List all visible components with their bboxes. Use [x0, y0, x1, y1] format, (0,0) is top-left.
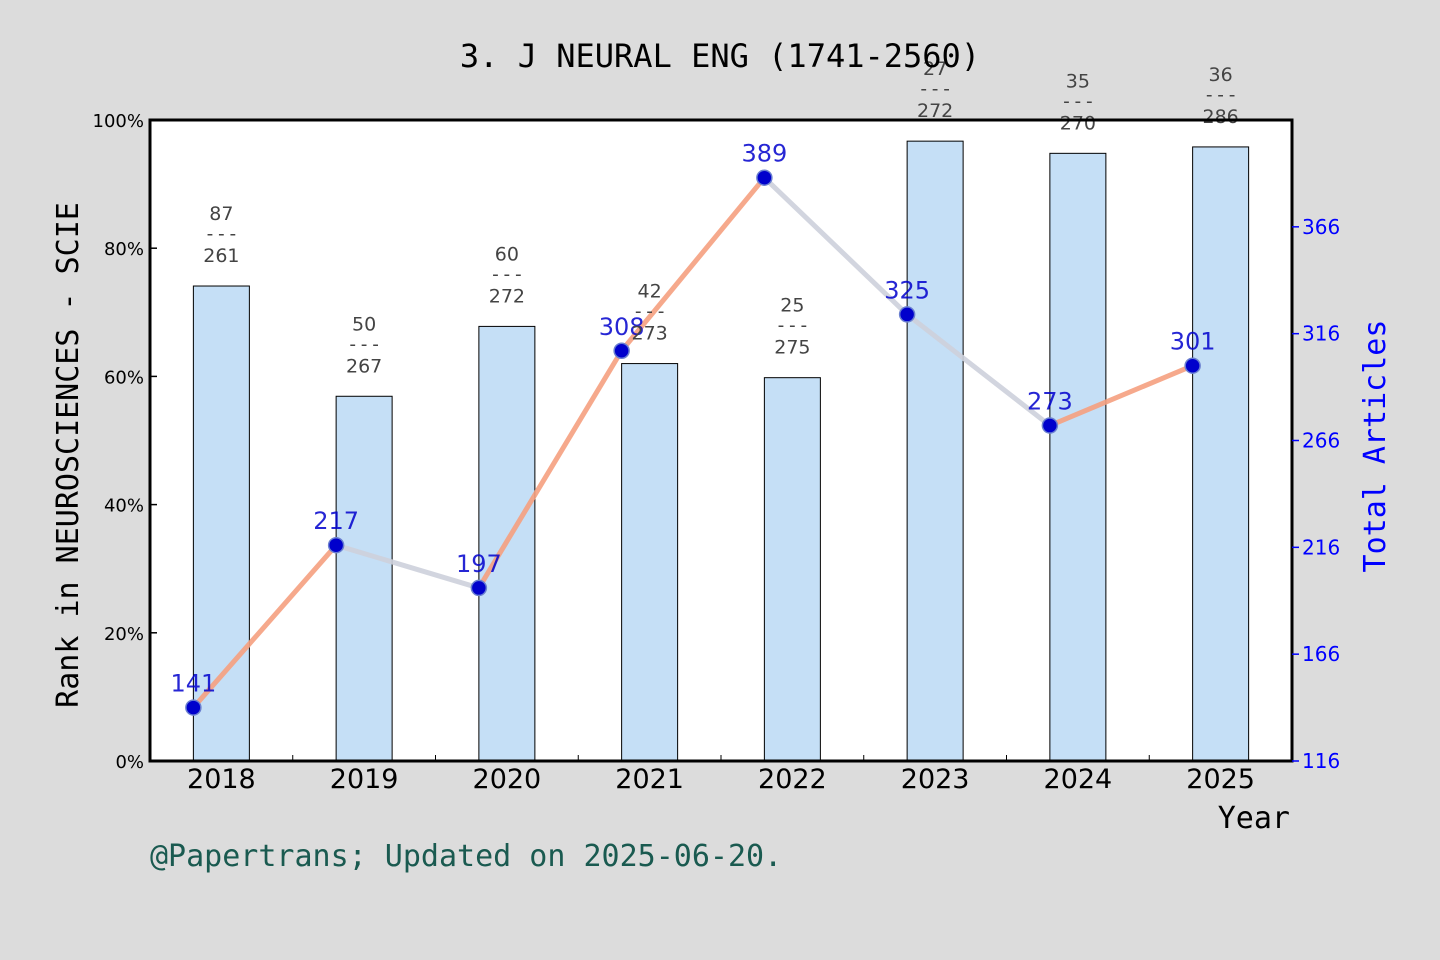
rank-divider-2024: ---	[1061, 90, 1095, 112]
line-value-label-2019: 217	[313, 507, 359, 535]
rank-divider-2023: ---	[918, 78, 952, 100]
line-point-2023	[898, 306, 916, 323]
line-segment-2023-2024	[904, 311, 1053, 429]
bars-layer	[192, 140, 1250, 762]
line-point-2020	[470, 579, 488, 597]
line-segment-2022-2023	[761, 175, 910, 317]
total-label-2021: 273	[631, 323, 667, 345]
footer-note: @Papertrans; Updated on 2025-06-20.	[150, 839, 782, 874]
rank-label-2022: 25	[780, 295, 804, 317]
rank-divider-2022: ---	[775, 315, 809, 337]
x-tick-label-2022: 2022	[758, 764, 827, 795]
y-tick-label-5: 100%	[93, 111, 144, 132]
x-tick-label-2021: 2021	[615, 764, 684, 795]
rank-label-2018: 87	[209, 203, 233, 225]
y2-tick-label-0: 116	[1302, 749, 1340, 773]
plot-area	[150, 120, 1292, 761]
line-segment-2024-2025	[1047, 363, 1196, 429]
x-tick-label-2024: 2024	[1044, 764, 1113, 795]
y2-tick-label-2: 216	[1302, 535, 1340, 559]
line-point-2018	[185, 699, 202, 716]
x-tick-label-2023: 2023	[901, 764, 970, 795]
line-point-2022	[756, 169, 773, 186]
rank-divider-2020: ---	[490, 263, 524, 285]
bar-2024	[1049, 152, 1107, 762]
line-value-label-2020: 197	[456, 550, 502, 578]
line-segment-2018-2019	[190, 542, 339, 711]
line-layer	[185, 169, 1201, 716]
y-tick-label-2: 40%	[104, 496, 144, 517]
total-label-2024: 270	[1060, 112, 1096, 134]
y-tick-label-0: 0%	[115, 752, 144, 773]
x-tick-label-2019: 2019	[330, 764, 399, 795]
rank-label-2021: 42	[638, 281, 662, 303]
total-label-2020: 272	[489, 285, 525, 307]
line-point-2021	[613, 342, 630, 360]
rank-divider-2025: ---	[1203, 84, 1237, 106]
line-value-label-2022: 389	[741, 140, 787, 168]
line-value-label-2023: 325	[884, 276, 930, 304]
total-label-2022: 275	[774, 337, 810, 359]
line-segment-2019-2020	[333, 542, 482, 591]
total-label-2025: 286	[1202, 106, 1238, 128]
x-tick-label-2018: 2018	[187, 764, 256, 795]
rank-divider-2019: ---	[347, 333, 381, 355]
y2-tick-label-1: 166	[1302, 642, 1340, 666]
total-label-2023: 272	[917, 100, 953, 122]
y-axis-label: Rank in NEUROSCIENCES - SCIE	[51, 202, 86, 708]
total-label-2018: 261	[203, 245, 239, 267]
line-segment-2021-2022	[619, 175, 767, 354]
rank-label-2019: 50	[352, 313, 376, 335]
line-point-2024	[1041, 417, 1059, 434]
rank-divider-2018: ---	[204, 223, 238, 245]
bar-2018	[192, 285, 250, 762]
line-point-2025	[1184, 357, 1201, 374]
rank-label-2024: 35	[1066, 70, 1090, 92]
line-value-label-2024: 273	[1027, 388, 1073, 416]
rank-divider-2021: ---	[632, 301, 666, 323]
y2-tick-label-3: 266	[1302, 429, 1340, 453]
total-label-2019: 267	[346, 355, 382, 377]
y-tick-label-4: 80%	[104, 239, 144, 260]
x-axis-label: Year	[1218, 801, 1290, 836]
x-tick-label-2025: 2025	[1186, 764, 1255, 795]
chart-title: 3. J NEURAL ENG (1741-2560)	[460, 37, 980, 75]
bar-2021	[621, 363, 679, 762]
x-tick-label-2020: 2020	[473, 764, 542, 795]
labels-layer: 14121719730838932527330187---26150---267…	[170, 58, 1238, 697]
y2-tick-label-4: 316	[1302, 322, 1340, 346]
bar-2022	[763, 377, 821, 762]
bar-2023	[906, 140, 964, 762]
rank-label-2020: 60	[495, 243, 519, 265]
rank-label-2025: 36	[1209, 64, 1233, 86]
axes-layer: 0% 20% 40% 60% 80% 100% 116 166 216 266 316 366 2018…	[93, 111, 1341, 795]
line-value-label-2021: 308	[599, 313, 645, 341]
line-value-label-2025: 301	[1170, 328, 1216, 356]
rank-label-2023: 27	[923, 58, 947, 80]
line-value-label-2018: 141	[170, 670, 216, 698]
bar-2019	[335, 395, 393, 762]
line-point-2019	[327, 536, 345, 554]
bar-2025	[1192, 146, 1250, 762]
y-tick-label-3: 60%	[104, 367, 144, 388]
y2-tick-label-5: 366	[1302, 215, 1340, 239]
line-segment-2020-2021	[476, 348, 625, 591]
y2-axis-label: Total Articles	[1358, 320, 1393, 573]
y-tick-label-1: 20%	[104, 624, 144, 645]
